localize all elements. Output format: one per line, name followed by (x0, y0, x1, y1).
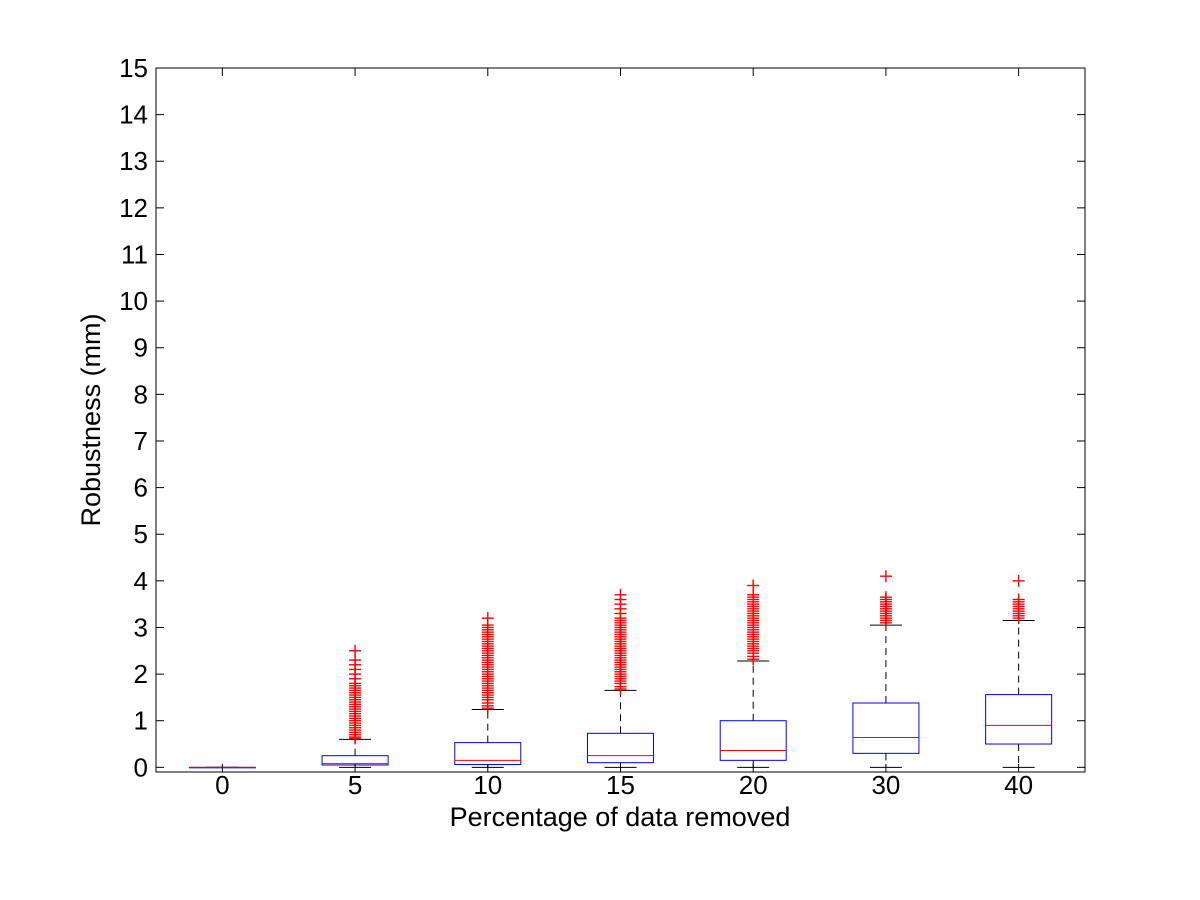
x-axis-label: Percentage of data removed (450, 802, 791, 832)
y-axis-label: Robustness (mm) (76, 313, 106, 526)
y-tick-label: 7 (134, 426, 148, 456)
y-tick-label: 9 (134, 333, 148, 363)
x-tick-label: 30 (871, 770, 900, 800)
x-tick-label: 5 (348, 770, 362, 800)
y-tick-label: 14 (119, 100, 148, 130)
outlier-point (747, 579, 760, 592)
plot-marks (188, 570, 1053, 769)
x-tick-label: 15 (606, 770, 635, 800)
y-tick-label: 4 (134, 566, 148, 596)
outlier-point (1012, 574, 1025, 587)
outlier-point (879, 591, 892, 604)
outlier-point (614, 588, 627, 601)
x-tick-label: 20 (739, 770, 768, 800)
outlier-point (879, 570, 892, 583)
box (985, 694, 1053, 745)
y-tick-label: 5 (134, 519, 148, 549)
y-tick-label: 11 (121, 239, 148, 269)
y-tick-label: 15 (119, 53, 148, 83)
y-tick-label: 6 (134, 473, 148, 503)
outlier-point (349, 644, 362, 657)
y-tick-label: 13 (119, 146, 148, 176)
y-tick-label: 12 (119, 193, 148, 223)
x-tick-label: 40 (1004, 770, 1033, 800)
y-tick-label: 1 (134, 706, 148, 736)
outlier-point (481, 612, 494, 625)
outlier-point (1012, 593, 1025, 606)
box (587, 732, 654, 764)
y-tick-label: 2 (134, 659, 148, 689)
box (852, 702, 920, 754)
y-tick-label: 0 (134, 752, 148, 782)
y-tick-label: 10 (119, 286, 148, 316)
y-tick-label: 8 (134, 379, 148, 409)
y-tick-label: 3 (134, 612, 148, 642)
box (454, 742, 522, 766)
box (719, 720, 787, 761)
x-tick-label: 10 (473, 770, 502, 800)
x-tick-label: 0 (215, 770, 229, 800)
